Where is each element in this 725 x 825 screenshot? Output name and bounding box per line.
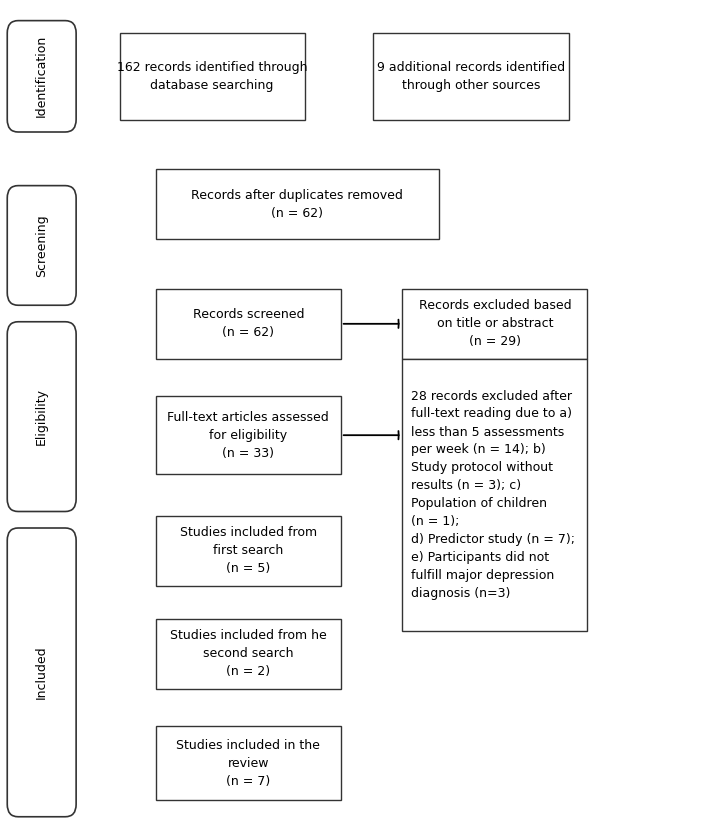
Text: Studies included from
first search
(n = 5): Studies included from first search (n = … [180,526,317,575]
FancyBboxPatch shape [156,289,341,359]
Text: Eligibility: Eligibility [36,388,48,446]
Text: Full-text articles assessed
for eligibility
(n = 33): Full-text articles assessed for eligibil… [167,411,329,460]
Text: Included: Included [36,645,48,700]
Text: Records after duplicates removed
(n = 62): Records after duplicates removed (n = 62… [191,189,403,219]
Text: Records screened
(n = 62): Records screened (n = 62) [193,309,304,339]
Text: 28 records excluded after
full-text reading due to a)
less than 5 assessments
pe: 28 records excluded after full-text read… [411,389,575,601]
Text: Records excluded based
on title or abstract
(n = 29): Records excluded based on title or abstr… [418,299,571,348]
FancyBboxPatch shape [120,33,304,120]
Text: 9 additional records identified
through other sources: 9 additional records identified through … [377,61,566,92]
FancyBboxPatch shape [156,396,341,474]
Text: 162 records identified through
database searching: 162 records identified through database … [117,61,307,92]
FancyBboxPatch shape [156,619,341,689]
FancyBboxPatch shape [156,516,341,586]
Text: Identification: Identification [36,35,48,117]
Text: Studies included in the
review
(n = 7): Studies included in the review (n = 7) [176,738,320,788]
FancyBboxPatch shape [7,186,76,305]
FancyBboxPatch shape [373,33,569,120]
FancyBboxPatch shape [156,726,341,800]
FancyBboxPatch shape [402,359,587,631]
FancyBboxPatch shape [7,528,76,817]
FancyBboxPatch shape [402,289,587,359]
Text: Studies included from he
second search
(n = 2): Studies included from he second search (… [170,629,327,678]
FancyBboxPatch shape [156,169,439,239]
FancyBboxPatch shape [7,21,76,132]
Text: Screening: Screening [36,214,48,276]
FancyBboxPatch shape [7,322,76,512]
